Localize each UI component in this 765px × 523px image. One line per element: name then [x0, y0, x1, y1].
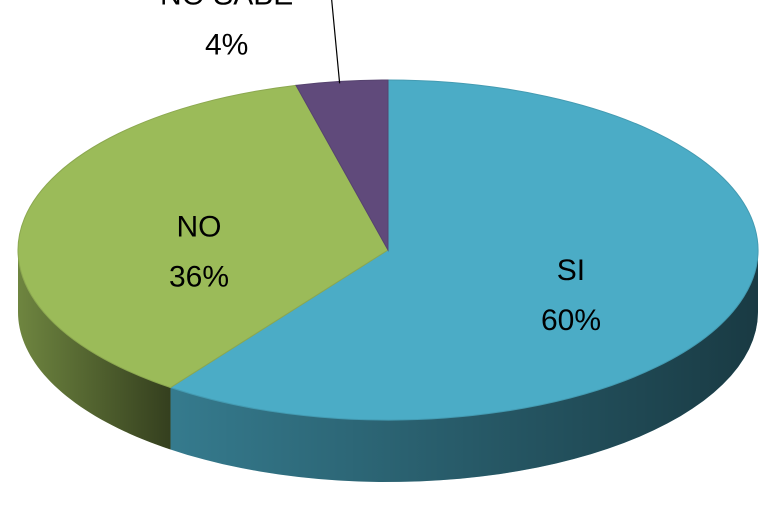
slice-side-shade [18, 250, 171, 450]
category-label: SI [557, 254, 585, 287]
value-label: 4% [205, 28, 248, 61]
slice [17, 84, 389, 389]
pie-tops [17, 79, 759, 421]
slice [169, 79, 759, 421]
value-label: 60% [541, 304, 601, 337]
slice-side-shade [170, 250, 758, 482]
value-label: 36% [169, 260, 229, 293]
labels: SI 60% NO 36% NO SABE 4% [160, 0, 601, 337]
category-label: NO SABE [160, 0, 293, 11]
category-label: NO [177, 210, 222, 243]
pie-sides [18, 250, 758, 482]
leader-line [331, 0, 341, 84]
slice [295, 79, 389, 252]
